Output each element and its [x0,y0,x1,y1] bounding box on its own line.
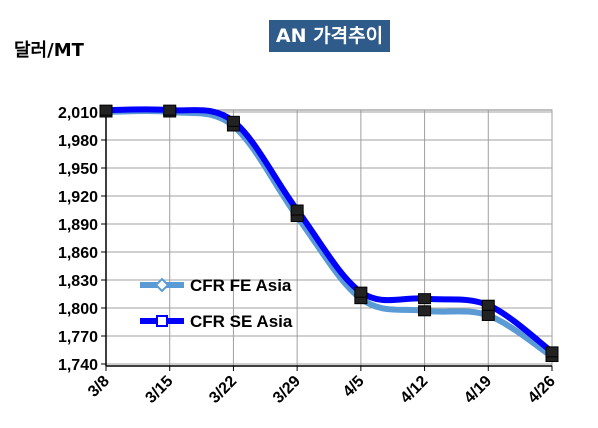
data-point-cfr-se-asia [163,104,177,116]
data-point-cfr-se-asia [481,299,495,311]
data-point-cfr-se-asia [545,346,559,358]
chart-title: AN 가격추이 [269,20,390,52]
y-tick-label: 1,830 [58,273,98,290]
y-tick-label: 1,950 [58,161,98,178]
y-tick-label: 2,010 [58,105,98,122]
x-tick-label: 3/8 [85,373,113,401]
x-tick-label: 4/5 [340,373,368,401]
y-tick-label: 1,980 [58,133,98,150]
y-axis-unit-label: 달러/MT [14,40,84,61]
y-tick-label: 1,920 [58,189,98,206]
data-point-cfr-fe-asia [418,305,432,317]
data-point-cfr-se-asia [226,115,240,127]
data-point-cfr-fe-asia [481,309,495,321]
x-tick-label: 4/26 [525,373,559,407]
y-tick-label: 1,740 [58,357,98,374]
data-point-cfr-se-asia [99,104,113,116]
data-point-cfr-se-asia [290,204,304,216]
legend-marker [156,315,168,327]
x-tick-label: 3/22 [206,373,240,407]
y-tick-label: 1,860 [58,245,98,262]
data-point-cfr-se-asia [354,286,368,298]
legend-label: CFR FE Asia [190,276,292,295]
y-tick-label: 1,770 [58,329,98,346]
plot-background [105,109,553,367]
legend-label: CFR SE Asia [190,312,293,331]
series-line-cfr-se-asia [103,106,555,355]
legend-marker [154,277,170,293]
x-tick-label: 4/19 [461,373,495,407]
x-tick-label: 3/15 [143,373,177,407]
x-tick-label: 4/12 [397,373,431,407]
y-tick-label: 1,800 [58,301,98,318]
data-point-cfr-se-asia [418,293,432,305]
x-tick-label: 3/29 [270,373,304,407]
y-tick-label: 1,890 [58,217,98,234]
